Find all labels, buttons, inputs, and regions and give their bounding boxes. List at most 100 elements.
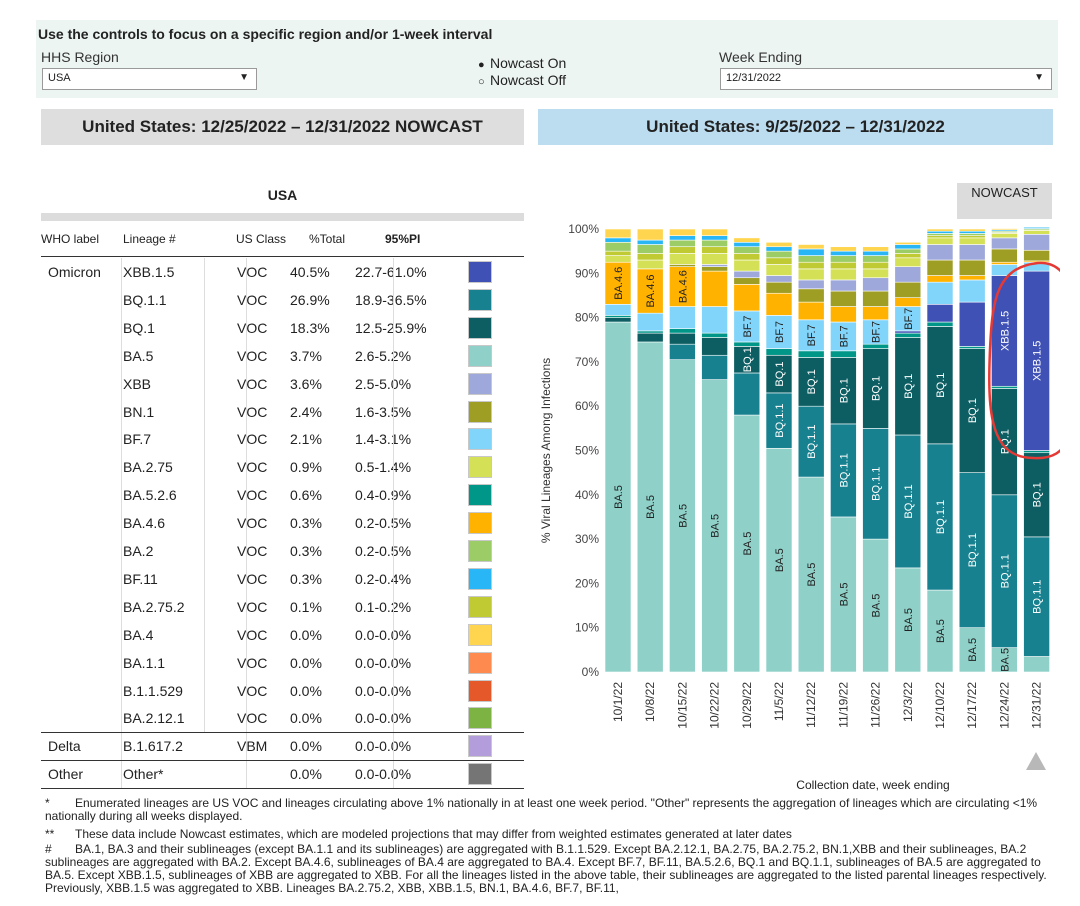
lineage-cell: BQ.1 [123, 319, 155, 336]
bar-segment [765, 257, 793, 265]
stacked-bar-chart: 0% 10% 20% 30% 40% 50% 60% 70% 80% 90% 100% % Viral… [539, 222, 1060, 792]
color-swatch [468, 372, 492, 395]
lineage-cell: XBB.1.5 [123, 264, 175, 280]
bar-segment [926, 275, 954, 283]
pi-cell: 0.0-0.0% [355, 626, 412, 643]
bar-segment [604, 241, 632, 252]
x-tick-label: 12/31/22 [1030, 682, 1044, 729]
x-axis-label: Collection date, week ending [796, 778, 949, 792]
bar-segment [894, 257, 922, 267]
bar-segment [636, 268, 664, 314]
pct-total-cell: 0.0% [290, 654, 322, 671]
col-lineage: Lineage # [123, 232, 176, 246]
bar-segment [797, 268, 825, 281]
y-tick-label: 70% [575, 355, 599, 369]
us-class-cell: VOC [237, 319, 268, 336]
table-header-divider [41, 256, 524, 257]
table-row: BA.2 VOC 0.3% 0.2-0.5% [41, 537, 524, 565]
bar-segment [862, 255, 889, 263]
bar-segment [733, 237, 761, 243]
bar-label: BQ.1 [967, 398, 979, 423]
table-title: USA [267, 187, 298, 203]
bar-segment [1023, 234, 1050, 251]
bar-segment [862, 343, 889, 349]
bar-segment [733, 277, 761, 285]
bar-segment [669, 264, 696, 267]
bar-segment [830, 268, 857, 281]
bar-label: BQ.1 [903, 374, 915, 399]
bar-segment [926, 281, 954, 305]
triangle-up-icon[interactable] [1026, 752, 1046, 770]
bar-label: BF.7 [742, 315, 754, 337]
bar-segment [926, 321, 954, 327]
nowcast-on-radio[interactable]: ● Nowcast On [478, 55, 566, 71]
x-tick-label: 11/12/22 [804, 682, 818, 728]
pct-total-cell: 0.6% [290, 487, 322, 504]
bar-segment [765, 315, 793, 349]
pct-total-cell: 0.3% [290, 570, 322, 587]
bar-label: BA.5 [742, 532, 754, 556]
footnote-3: # BA.1, BA.3 and their sublineages (excep… [45, 843, 1055, 895]
bar-segment [862, 319, 889, 345]
bar-segment [830, 290, 857, 307]
bar-segment [926, 230, 954, 234]
pct-total-cell: 2.1% [290, 431, 322, 448]
us-class-cell: VOC [237, 654, 268, 671]
pi-cell: 0.0-0.0% [355, 654, 412, 671]
bar-segment [701, 235, 728, 241]
bar-segment [894, 241, 922, 245]
table-row: Delta B.1.617.2 VBM 0.0% 0.0-0.0% [41, 732, 524, 760]
bar-segment [733, 259, 761, 272]
bar-segment [636, 341, 664, 673]
pi-cell: 0.2-0.4% [355, 570, 412, 587]
bar-segment [669, 343, 696, 360]
lineage-cell: BA.5 [123, 347, 154, 364]
bar-segment [604, 250, 632, 256]
pct-total-cell: 0.9% [290, 459, 322, 476]
bar-segment [797, 261, 825, 270]
col-95pi: 95%PI [385, 232, 421, 246]
x-tick-label: 10/15/22 [675, 682, 689, 729]
col-who-label: WHO label [41, 232, 100, 246]
table-row: BQ.1 VOC 18.3% 12.5-25.9% [41, 314, 524, 342]
pi-cell: 12.5-25.9% [355, 319, 427, 336]
pct-total-cell: 0.3% [290, 543, 322, 559]
chevron-down-icon: ▼ [1034, 72, 1044, 83]
us-class-cell: VOC [237, 487, 268, 504]
x-tick-label: 11/5/22 [772, 682, 786, 721]
bar-label: BQ.1 [806, 369, 818, 394]
bar-segment [701, 332, 728, 338]
bar-segment [958, 259, 986, 276]
table-row: BA.2.75 VOC 0.9% 0.5-1.4% [41, 453, 524, 481]
y-tick-label: 20% [575, 576, 599, 590]
table-row: BA.1.1 VOC 0.0% 0.0-0.0% [41, 649, 524, 677]
week-select[interactable]: 12/31/2022 ▼ [720, 68, 1052, 90]
region-select[interactable]: USA ▼ [42, 68, 257, 90]
bar-label: BA.5 [935, 619, 947, 643]
table-row: Other Other* 0.0% 0.0-0.0% [41, 760, 524, 788]
bar-label: BQ.1.1 [999, 554, 1011, 588]
nowcast-off-radio[interactable]: ○ Nowcast Off [478, 72, 566, 88]
highlight-annotation [988, 261, 1060, 460]
us-class-cell: VOC [237, 264, 268, 280]
x-tick-label: 11/26/22 [869, 682, 883, 728]
bar-segment [765, 264, 793, 276]
bar-segment [926, 304, 954, 323]
group-divider [41, 788, 524, 790]
bar-segment [797, 357, 825, 407]
lineage-cell: Other* [123, 766, 164, 783]
who-label-cell: Other [48, 766, 84, 783]
table-row: BA.2.12.1 VOC 0.0% 0.0-0.0% [41, 704, 524, 732]
bar-segment [862, 428, 889, 540]
pct-total-cell: 3.6% [290, 375, 322, 392]
bar-segment [733, 246, 761, 254]
controls-title: Use the controls to focus on a specific … [38, 26, 493, 42]
x-tick-label: 12/10/22 [933, 682, 947, 729]
bar-segment [636, 244, 664, 254]
table-row: BA.5 VOC 3.7% 2.6-5.2% [41, 342, 524, 370]
pct-total-cell: 0.0% [290, 682, 322, 699]
bar-label: BQ.1.1 [967, 533, 979, 567]
bar-label: BA.5 [806, 563, 818, 587]
bar-segment [701, 337, 728, 356]
bar-segment [669, 239, 696, 248]
